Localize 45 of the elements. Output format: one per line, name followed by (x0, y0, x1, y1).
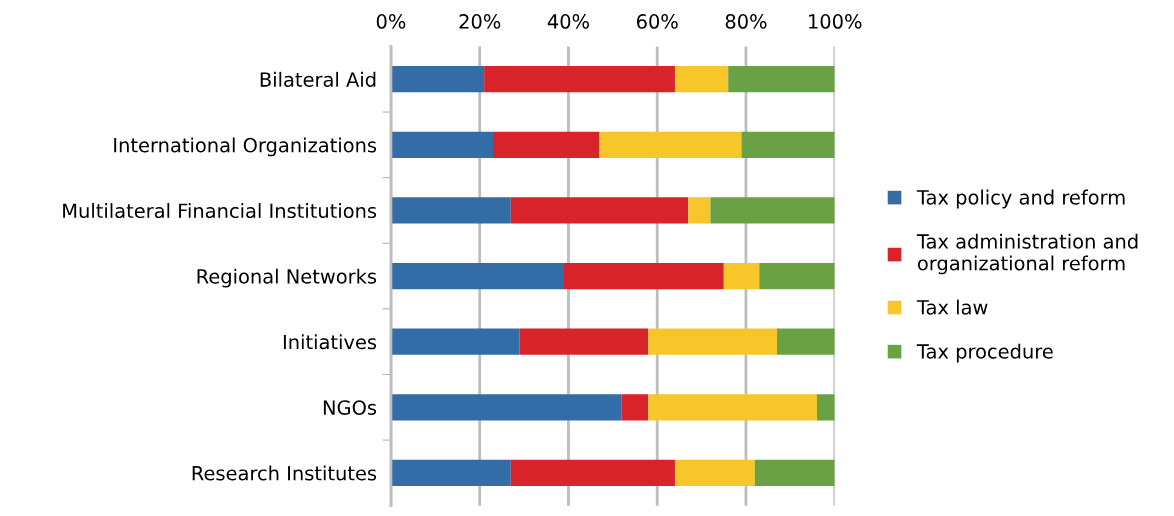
bar (564, 262, 724, 290)
bar (390, 66, 485, 93)
y-tick-label: NGOs (323, 400, 377, 415)
bar (390, 131, 494, 158)
bar (728, 66, 835, 93)
y-tick-label: Research Institutes (192, 465, 377, 481)
x-tick-label: 100% (809, 14, 862, 29)
x-tick-label: 20% (459, 14, 501, 29)
bar (688, 197, 711, 224)
y-tick-label: Bilateral Aid (260, 71, 376, 87)
bar (759, 262, 835, 290)
bar (390, 262, 565, 290)
y-tick-label: Multilateral Financial Institutions (63, 203, 377, 219)
bar (674, 459, 755, 486)
bar (519, 328, 649, 355)
legend-label: Tax administration and organizational reform (916, 233, 1138, 275)
legend-label: Tax law (916, 299, 988, 315)
legend-label: Tax procedure (916, 343, 1053, 363)
x-tick-label: 80% (725, 14, 767, 29)
bar (599, 131, 742, 158)
bar (390, 394, 622, 421)
bar (390, 197, 511, 224)
bar (777, 328, 835, 355)
y-tick-label: International Organizations (114, 137, 377, 157)
x-tick-label: 60% (636, 14, 678, 29)
y-tick-label: Initiatives (283, 334, 377, 350)
x-tick-label: 0% (376, 14, 406, 29)
bar (816, 394, 835, 421)
legend-label: Tax policy and reform (916, 189, 1125, 209)
bar (493, 131, 600, 158)
bar (390, 328, 520, 355)
bar (648, 328, 778, 355)
bar (754, 459, 835, 486)
bar (741, 131, 835, 158)
x-tick-label: 40% (547, 14, 589, 29)
bar (510, 197, 689, 224)
bar (674, 66, 729, 93)
bar (723, 262, 760, 290)
bar (510, 459, 675, 486)
bar (621, 394, 649, 421)
bar (710, 197, 835, 224)
bar (648, 394, 817, 421)
bar (484, 66, 675, 93)
y-tick-label: Regional Networks (197, 268, 377, 288)
bar (390, 459, 511, 486)
